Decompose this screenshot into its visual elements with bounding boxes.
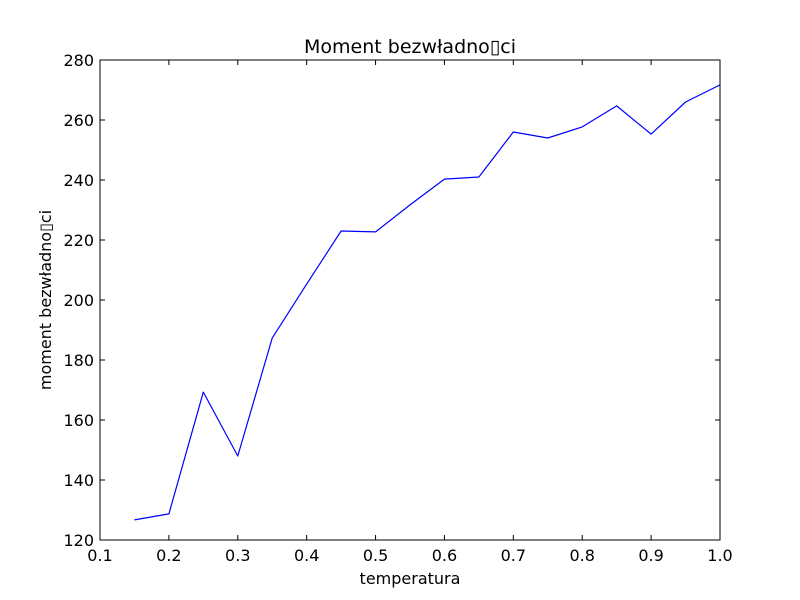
- data-point: [478, 176, 479, 177]
- x-tick-label: 0.7: [501, 546, 526, 565]
- x-tick-label: 0.2: [156, 546, 181, 565]
- y-tick-label: 180: [63, 351, 94, 370]
- x-tick-label: 0.9: [638, 546, 663, 565]
- data-point: [375, 231, 376, 232]
- y-tick-label: 280: [63, 51, 94, 70]
- y-axis-ticks: 120 140 160 180 200 220 240 260 280: [63, 51, 720, 550]
- data-point: [168, 513, 169, 514]
- data-point: [685, 101, 686, 102]
- y-tick-label: 260: [63, 111, 94, 130]
- x-tick-label: 0.5: [363, 546, 388, 565]
- x-tick-label: 0.6: [432, 546, 457, 565]
- y-tick-label: 200: [63, 291, 94, 310]
- data-point: [134, 519, 135, 520]
- data-point: [237, 455, 238, 456]
- data-point: [272, 338, 273, 339]
- y-axis-label: moment bezwładno▯ci: [36, 210, 55, 390]
- series-layer: [134, 84, 721, 521]
- x-tick-label: 0.4: [294, 546, 319, 565]
- y-tick-label: 220: [63, 231, 94, 250]
- data-point: [547, 137, 548, 138]
- data-point: [444, 179, 445, 180]
- data-point: [409, 204, 410, 205]
- x-axis-ticks: 0.1 0.2 0.3 0.4 0.5 0.6 0.7 0.8 0.9 1.0: [87, 60, 733, 565]
- x-tick-label: 0.1: [87, 546, 112, 565]
- data-point: [616, 105, 617, 106]
- y-tick-label: 140: [63, 471, 94, 490]
- x-axis-label: temperatura: [360, 569, 461, 588]
- data-point: [341, 230, 342, 231]
- y-tick-label: 240: [63, 171, 94, 190]
- data-point: [651, 134, 652, 135]
- series-line: [134, 84, 721, 521]
- data-point: [582, 126, 583, 127]
- data-point: [306, 284, 307, 285]
- x-tick-label: 0.3: [225, 546, 250, 565]
- y-tick-label: 160: [63, 411, 94, 430]
- data-point: [203, 392, 204, 393]
- data-point: [513, 131, 514, 132]
- y-tick-label: 120: [63, 531, 94, 550]
- chart-title: Moment bezwładno▯ci: [304, 36, 516, 58]
- plot-frame: [99, 59, 721, 541]
- x-tick-label: 1.0: [707, 546, 732, 565]
- x-tick-label: 0.8: [569, 546, 594, 565]
- plot-area-background: [100, 60, 720, 540]
